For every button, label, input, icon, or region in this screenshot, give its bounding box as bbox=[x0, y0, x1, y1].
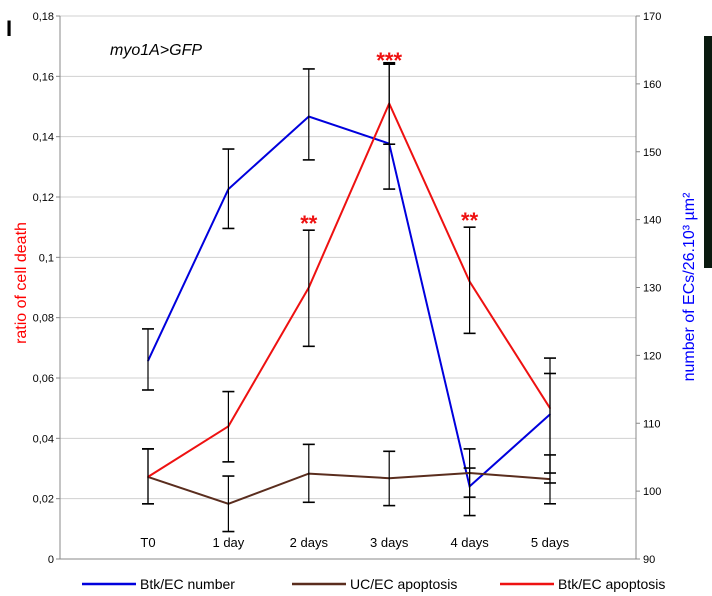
legend: Btk/EC number UC/EC apoptosis Btk/EC apopt… bbox=[82, 576, 665, 592]
legend-label: Btk/EC number bbox=[140, 576, 235, 592]
left-tick-label: 0,18 bbox=[33, 11, 54, 23]
side-image-strip bbox=[704, 36, 712, 268]
right-tick-label: 160 bbox=[643, 79, 661, 91]
right-tick-label: 150 bbox=[643, 147, 661, 159]
y-axis-label-left: ratio of cell death bbox=[13, 222, 30, 344]
series-line bbox=[147, 115, 551, 489]
significance-markers: ******* bbox=[300, 48, 478, 236]
x-category-label: 2 days bbox=[290, 535, 329, 550]
left-tick-label: 0,1 bbox=[39, 252, 54, 264]
x-category-label: 1 day bbox=[212, 535, 244, 550]
left-tick-label: 0,06 bbox=[33, 373, 54, 385]
right-tick-label: 140 bbox=[643, 215, 661, 227]
right-tick-label: 120 bbox=[643, 350, 661, 362]
chart-annotation: myo1A>GFP bbox=[110, 42, 202, 59]
right-tick-label: 130 bbox=[643, 283, 661, 295]
category-labels: T0 1 day 2 days 3 days 4 days 5 days bbox=[140, 535, 569, 550]
left-tick-label: 0,04 bbox=[33, 433, 54, 445]
significance-marker: ** bbox=[461, 208, 479, 233]
left-tick-label: 0,14 bbox=[33, 132, 54, 144]
y-axis-label-right: number of ECs/26.10³ µm² bbox=[681, 192, 698, 382]
x-category-label: 4 days bbox=[450, 535, 489, 550]
left-axis-ticks: 0 0,02 0,04 0,06 0,08 0,1 0,12 0,14 0,16 0,18 bbox=[33, 11, 60, 566]
panel-label: I bbox=[6, 16, 12, 41]
right-tick-label: 110 bbox=[643, 418, 661, 430]
x-category-label: T0 bbox=[140, 535, 155, 550]
right-tick-label: 170 bbox=[643, 11, 661, 23]
left-tick-label: 0,02 bbox=[33, 494, 54, 506]
series-line bbox=[147, 101, 551, 478]
legend-label: UC/EC apoptosis bbox=[350, 576, 457, 592]
x-category-label: 5 days bbox=[531, 535, 570, 550]
left-tick-label: 0,16 bbox=[33, 71, 54, 83]
left-tick-label: 0 bbox=[48, 554, 54, 566]
left-tick-label: 0,08 bbox=[33, 313, 54, 325]
left-tick-label: 0,12 bbox=[33, 192, 54, 204]
significance-marker: ** bbox=[300, 211, 318, 236]
series-line bbox=[147, 471, 551, 505]
series bbox=[147, 101, 551, 505]
right-axis-ticks: 90 100 110 120 130 140 150 160 170 bbox=[636, 11, 661, 566]
right-tick-label: 90 bbox=[643, 554, 655, 566]
error-bars bbox=[142, 61, 556, 533]
right-tick-label: 100 bbox=[643, 486, 661, 498]
x-category-label: 3 days bbox=[370, 535, 409, 550]
significance-marker: *** bbox=[376, 48, 402, 73]
legend-label: Btk/EC apoptosis bbox=[558, 576, 665, 592]
